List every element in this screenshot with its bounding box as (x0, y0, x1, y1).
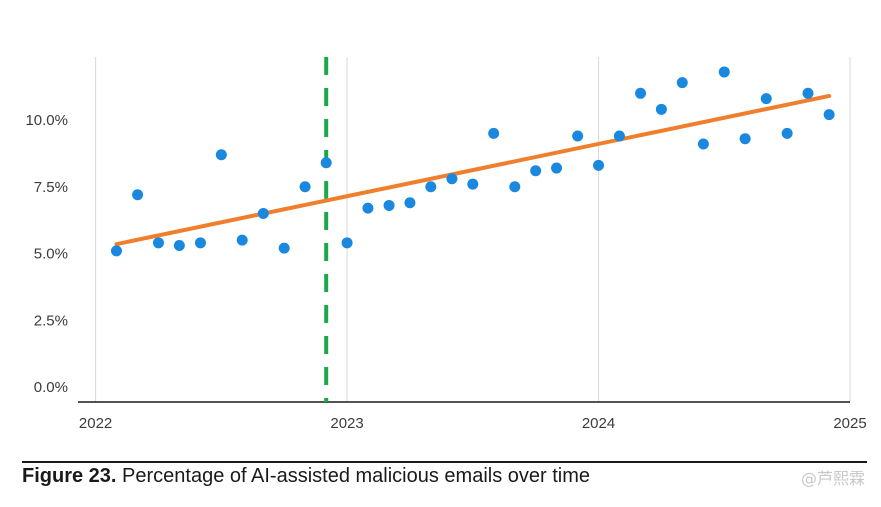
data-point-17 (446, 173, 458, 185)
data-point-26 (635, 87, 647, 99)
data-point-27 (655, 103, 667, 115)
data-point-24 (593, 159, 605, 171)
data-point-25 (613, 130, 625, 142)
data-point-33 (781, 127, 793, 139)
data-point-19 (488, 127, 500, 139)
data-point-35 (823, 109, 835, 121)
data-point-32 (760, 93, 772, 105)
data-point-4 (173, 239, 185, 251)
data-point-3 (152, 237, 164, 249)
figure-caption: Figure 23. Percentage of AI-assisted mal… (22, 461, 867, 488)
data-point-5 (194, 237, 206, 249)
x-tick-label-2025: 2025 (833, 415, 866, 432)
data-point-15 (404, 197, 416, 209)
data-point-29 (697, 138, 709, 150)
data-point-16 (425, 181, 437, 193)
data-point-28 (676, 77, 688, 89)
caption-text: Percentage of AI-assisted malicious emai… (116, 465, 591, 487)
figure-label: Figure 23. (22, 465, 117, 487)
x-tick-label-2022: 2022 (79, 415, 112, 432)
y-tick-label-2.5pct: 2.5% (34, 312, 68, 329)
data-point-18 (467, 178, 479, 190)
y-tick-label-7.5pct: 7.5% (34, 179, 68, 196)
data-point-8 (257, 207, 269, 219)
x-tick-label-2023: 2023 (330, 415, 363, 432)
data-point-14 (383, 199, 395, 211)
data-point-6 (215, 149, 227, 161)
x-tick-label-2024: 2024 (582, 415, 615, 432)
y-tick-label-5.0pct: 5.0% (34, 246, 68, 263)
data-point-21 (530, 165, 542, 177)
data-point-11 (320, 157, 332, 169)
data-point-10 (299, 181, 311, 193)
x-tick-labels: 2022 2023 2024 2025 (79, 415, 867, 432)
data-points (110, 66, 835, 257)
data-point-1 (110, 245, 122, 257)
data-point-7 (236, 234, 248, 246)
trend-line (114, 93, 832, 247)
data-point-31 (739, 133, 751, 145)
grid-lines (95, 57, 851, 402)
y-tick-label-0.0pct: 0.0% (34, 379, 68, 396)
data-point-9 (278, 242, 290, 254)
data-point-22 (551, 162, 563, 174)
y-tick-label-10.0pct: 10.0% (25, 112, 68, 129)
watermark: @芦熙霖 (800, 469, 865, 488)
data-point-12 (341, 237, 353, 249)
data-point-34 (802, 87, 814, 99)
chart: 0.0% 2.5% 5.0% 7.5% 10.0% 2022 2023 2024 2025 (25, 57, 867, 432)
data-point-23 (572, 130, 584, 142)
trend-line-layer (114, 93, 832, 247)
data-point-2 (132, 189, 144, 201)
y-tick-labels: 0.0% 2.5% 5.0% 7.5% 10.0% (25, 112, 68, 396)
data-point-30 (718, 66, 730, 78)
data-point-13 (362, 202, 374, 214)
data-point-20 (509, 181, 521, 193)
